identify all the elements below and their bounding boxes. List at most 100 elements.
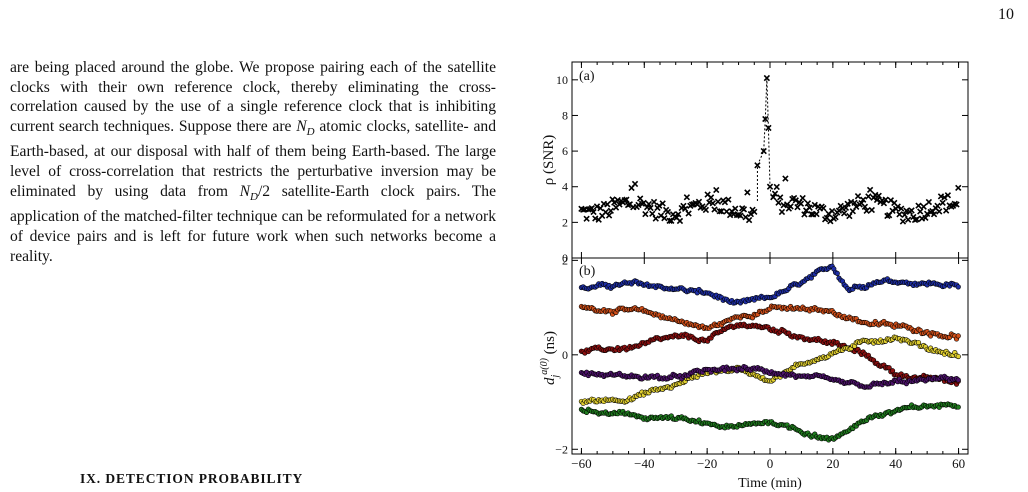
series-2 <box>578 303 961 342</box>
data-point <box>955 377 961 383</box>
data-point <box>773 183 780 191</box>
data-point <box>718 208 725 215</box>
data-point <box>936 208 943 215</box>
series-6 <box>578 401 961 443</box>
data-point <box>771 190 779 197</box>
data-point <box>737 212 744 219</box>
data-point <box>593 203 601 210</box>
data-point <box>844 200 851 207</box>
data-point <box>649 210 656 217</box>
x-tick-label: 20 <box>826 456 839 471</box>
panel-a-label: (a) <box>579 69 595 84</box>
data-point <box>813 210 820 218</box>
y-tick-label: 8 <box>562 108 568 122</box>
data-point <box>740 206 748 213</box>
math-nd: N <box>296 117 307 135</box>
data-point <box>866 186 874 194</box>
data-point <box>806 204 813 211</box>
data-point <box>760 147 767 155</box>
data-point <box>583 215 590 222</box>
data-point <box>716 208 723 215</box>
data-point <box>609 196 616 203</box>
x-tick-label: 0 <box>767 456 774 471</box>
data-point <box>645 200 653 208</box>
data-point <box>901 211 908 218</box>
data-point <box>745 216 753 224</box>
data-point <box>709 200 716 207</box>
data-point <box>797 200 805 207</box>
data-point <box>808 211 815 218</box>
data-point <box>842 204 850 212</box>
math-nd-subscript: D <box>250 190 258 203</box>
data-point <box>894 203 901 210</box>
data-point <box>695 198 703 205</box>
data-point <box>910 213 917 221</box>
data-point <box>623 196 630 203</box>
data-point <box>762 115 769 123</box>
data-point <box>804 200 812 207</box>
x-axis-label: Time (min) <box>738 476 802 491</box>
data-point <box>908 207 915 214</box>
panel-a-marks <box>578 74 962 225</box>
data-point <box>854 193 862 200</box>
data-point <box>688 201 696 208</box>
data-point <box>650 198 658 206</box>
y-tick-label: 10 <box>556 73 568 87</box>
body-paragraph: are being placed around the globe. We pr… <box>10 58 496 266</box>
data-point <box>868 206 875 214</box>
data-point <box>585 206 592 213</box>
data-point <box>647 204 654 212</box>
x-tick-label: 40 <box>889 456 902 471</box>
y-tick-label: 4 <box>562 180 568 194</box>
y-tick-label: 2 <box>562 215 568 229</box>
data-point <box>899 218 907 225</box>
data-point <box>592 215 599 222</box>
data-point <box>801 211 808 218</box>
data-point <box>846 212 853 220</box>
data-point <box>631 180 639 188</box>
data-point <box>955 353 961 360</box>
data-point <box>579 206 587 213</box>
panel-b-ylabel-group: dja(0) (ns) <box>539 331 561 385</box>
series-4 <box>578 334 961 406</box>
data-point <box>732 205 739 212</box>
data-point <box>880 200 888 207</box>
data-point <box>751 208 758 215</box>
data-point <box>787 203 794 210</box>
data-point <box>675 211 682 218</box>
data-point <box>882 196 889 203</box>
data-point <box>832 214 839 221</box>
data-point <box>861 203 869 210</box>
data-point <box>922 214 929 222</box>
y-tick-label: 0 <box>562 348 568 362</box>
data-point <box>702 206 710 214</box>
x-tick-label: −40 <box>634 456 654 471</box>
data-point <box>714 198 722 205</box>
data-point <box>939 199 946 206</box>
series-5 <box>578 363 961 390</box>
data-point <box>834 270 840 276</box>
data-point <box>711 206 718 213</box>
data-point <box>676 217 684 225</box>
series-1 <box>578 263 961 306</box>
data-point <box>635 201 642 209</box>
data-point <box>685 210 692 217</box>
data-point <box>873 196 881 204</box>
data-point <box>913 216 920 223</box>
data-point <box>763 74 771 82</box>
data-point <box>666 217 673 224</box>
data-point <box>955 184 962 192</box>
page-number: 10 <box>998 6 1014 23</box>
data-point <box>955 333 961 339</box>
data-point <box>659 200 666 207</box>
data-point <box>923 210 931 217</box>
paragraph-segment: atomic clocks, satellite- and Earth-base… <box>10 117 496 200</box>
panel-b-ylabel-text: dja(0) (ns) <box>539 331 561 385</box>
panel-b-label: (b) <box>579 264 596 279</box>
data-point <box>925 198 933 206</box>
data-point <box>744 189 751 196</box>
data-point <box>605 212 613 219</box>
section-heading: IX. DETECTION PROBABILITY <box>80 471 304 486</box>
